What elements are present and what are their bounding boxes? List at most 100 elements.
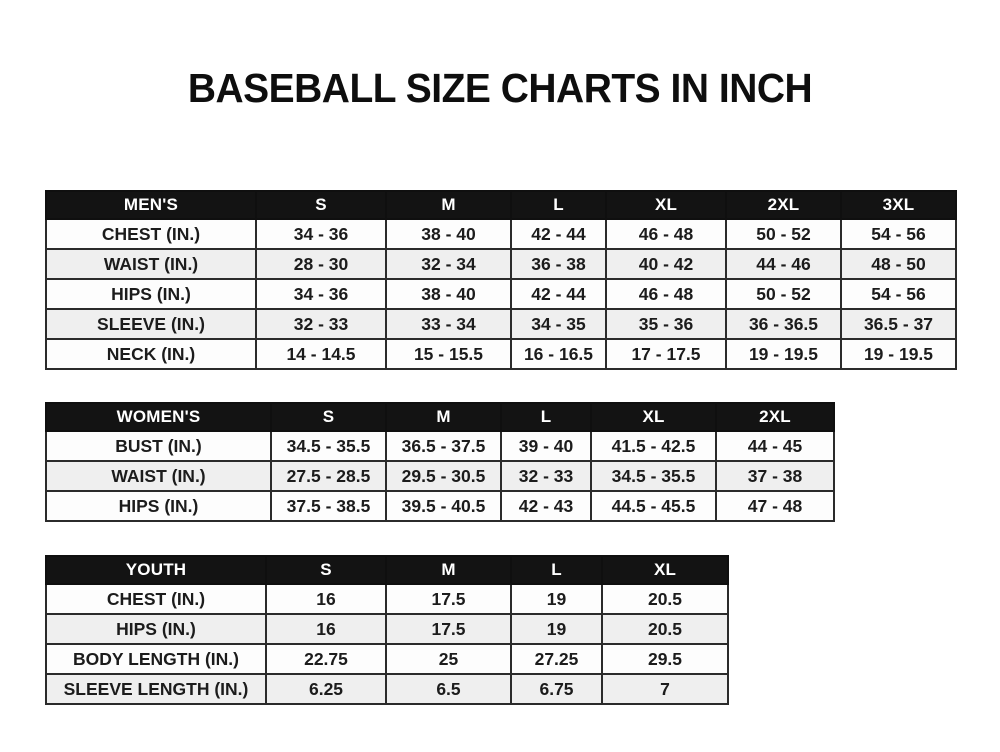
size-value-cell: 32 - 34 [385,248,512,280]
size-value-cell: 27.5 - 28.5 [270,460,387,492]
mens-size-table: MEN'S S M L XL 2XL 3XL CHEST (IN.) 34 - 36 38 - 4… [45,190,957,370]
size-value-cell: 36 - 38 [510,248,607,280]
size-value-cell: 44 - 46 [725,248,842,280]
size-value-cell: 16 [265,583,387,615]
size-value-cell: 6.75 [510,673,603,705]
table-row: WAIST (IN.) 28 - 30 32 - 34 36 - 38 40 - 42 4… [45,248,957,280]
row-label: CHEST (IN.) [45,218,257,250]
size-column-header: L [510,190,607,220]
size-value-cell: 17.5 [385,613,512,645]
table-row: CHEST (IN.) 34 - 36 38 - 40 42 - 44 46 - 48 5… [45,218,957,250]
size-column-header: L [510,555,603,585]
size-column-header: L [500,402,592,432]
table-row: HIPS (IN.) 16 17.5 19 20.5 [45,613,729,645]
size-value-cell: 46 - 48 [605,278,727,310]
size-column-header: S [265,555,387,585]
youth-size-table: YOUTH S M L XL CHEST (IN.) 16 17.5 19 20.5 HIPS (I… [45,555,729,705]
size-value-cell: 17.5 [385,583,512,615]
size-value-cell: 50 - 52 [725,218,842,250]
size-value-cell: 48 - 50 [840,248,957,280]
size-value-cell: 19 - 19.5 [840,338,957,370]
size-value-cell: 19 [510,613,603,645]
row-label: HIPS (IN.) [45,490,272,522]
header-row: MEN'S S M L XL 2XL 3XL [45,190,957,220]
size-value-cell: 37.5 - 38.5 [270,490,387,522]
size-value-cell: 47 - 48 [715,490,835,522]
size-value-cell: 34.5 - 35.5 [590,460,717,492]
row-label: WAIST (IN.) [45,460,272,492]
row-label: BODY LENGTH (IN.) [45,643,267,675]
size-column-header: S [255,190,387,220]
table-row: CHEST (IN.) 16 17.5 19 20.5 [45,583,729,615]
size-value-cell: 44 - 45 [715,430,835,462]
size-value-cell: 42 - 44 [510,218,607,250]
size-value-cell: 15 - 15.5 [385,338,512,370]
size-value-cell: 14 - 14.5 [255,338,387,370]
size-value-cell: 33 - 34 [385,308,512,340]
size-value-cell: 20.5 [601,613,729,645]
row-label: WAIST (IN.) [45,248,257,280]
header-row: WOMEN'S S M L XL 2XL [45,402,835,432]
size-value-cell: 34 - 36 [255,218,387,250]
size-value-cell: 29.5 - 30.5 [385,460,502,492]
row-label: NECK (IN.) [45,338,257,370]
size-value-cell: 38 - 40 [385,278,512,310]
size-value-cell: 27.25 [510,643,603,675]
size-value-cell: 41.5 - 42.5 [590,430,717,462]
table-row: HIPS (IN.) 34 - 36 38 - 40 42 - 44 46 - 48 50… [45,278,957,310]
size-value-cell: 34 - 35 [510,308,607,340]
size-value-cell: 29.5 [601,643,729,675]
size-value-cell: 50 - 52 [725,278,842,310]
table-row: SLEEVE (IN.) 32 - 33 33 - 34 34 - 35 35 - 36… [45,308,957,340]
size-value-cell: 37 - 38 [715,460,835,492]
size-column-header: XL [590,402,717,432]
size-value-cell: 36.5 - 37.5 [385,430,502,462]
row-label: SLEEVE LENGTH (IN.) [45,673,267,705]
size-value-cell: 25 [385,643,512,675]
size-value-cell: 42 - 44 [510,278,607,310]
table-row: BODY LENGTH (IN.) 22.75 25 27.25 29.5 [45,643,729,675]
size-column-header: 3XL [840,190,957,220]
row-label: CHEST (IN.) [45,583,267,615]
size-value-cell: 28 - 30 [255,248,387,280]
size-value-cell: 54 - 56 [840,218,957,250]
table-row: WAIST (IN.) 27.5 - 28.5 29.5 - 30.5 32 - 33… [45,460,835,492]
group-header: WOMEN'S [45,402,272,432]
size-value-cell: 38 - 40 [385,218,512,250]
size-value-cell: 35 - 36 [605,308,727,340]
size-value-cell: 54 - 56 [840,278,957,310]
size-value-cell: 22.75 [265,643,387,675]
group-header: YOUTH [45,555,267,585]
row-label: BUST (IN.) [45,430,272,462]
row-label: HIPS (IN.) [45,613,267,645]
size-value-cell: 32 - 33 [255,308,387,340]
size-column-header: 2XL [715,402,835,432]
size-value-cell: 44.5 - 45.5 [590,490,717,522]
size-value-cell: 40 - 42 [605,248,727,280]
table-row: NECK (IN.) 14 - 14.5 15 - 15.5 16 - 16.5 17 … [45,338,957,370]
size-value-cell: 20.5 [601,583,729,615]
size-value-cell: 17 - 17.5 [605,338,727,370]
size-value-cell: 6.5 [385,673,512,705]
size-value-cell: 34.5 - 35.5 [270,430,387,462]
size-value-cell: 39 - 40 [500,430,592,462]
size-value-cell: 42 - 43 [500,490,592,522]
size-value-cell: 19 - 19.5 [725,338,842,370]
size-value-cell: 6.25 [265,673,387,705]
size-value-cell: 19 [510,583,603,615]
row-label: SLEEVE (IN.) [45,308,257,340]
table-row: BUST (IN.) 34.5 - 35.5 36.5 - 37.5 39 - 40 4… [45,430,835,462]
size-value-cell: 16 [265,613,387,645]
table-row: SLEEVE LENGTH (IN.) 6.25 6.5 6.75 7 [45,673,729,705]
size-column-header: XL [605,190,727,220]
size-value-cell: 46 - 48 [605,218,727,250]
size-column-header: M [385,402,502,432]
table-row: HIPS (IN.) 37.5 - 38.5 39.5 - 40.5 42 - 43 4… [45,490,835,522]
womens-size-table: WOMEN'S S M L XL 2XL BUST (IN.) 34.5 - 35.5 36.5… [45,402,835,522]
header-row: YOUTH S M L XL [45,555,729,585]
size-value-cell: 16 - 16.5 [510,338,607,370]
group-header: MEN'S [45,190,257,220]
size-column-header: 2XL [725,190,842,220]
size-value-cell: 32 - 33 [500,460,592,492]
